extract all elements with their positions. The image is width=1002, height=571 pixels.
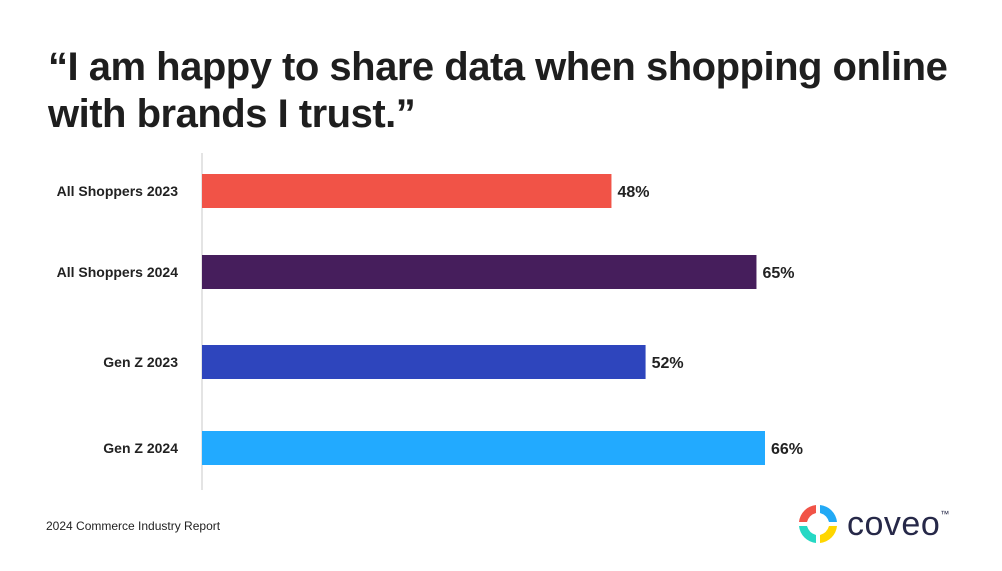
bar <box>202 431 765 465</box>
coveo-logo: coveo ™ <box>797 503 949 545</box>
chart-title: “I am happy to share data when shopping … <box>48 45 948 136</box>
bar <box>202 255 757 289</box>
category-label: Gen Z 2023 <box>103 354 178 370</box>
data-label: 52% <box>652 355 684 372</box>
category-label: All Shoppers 2023 <box>57 183 179 199</box>
category-label: Gen Z 2024 <box>103 440 178 456</box>
bar <box>202 174 612 208</box>
footer-text: 2024 Commerce Industry Report <box>46 519 221 533</box>
data-label: 66% <box>771 441 803 458</box>
bar <box>202 345 646 379</box>
logo-wordmark: coveo <box>847 505 941 543</box>
logo-trademark: ™ <box>940 509 950 519</box>
coveo-logo-icon <box>799 505 837 543</box>
data-label: 48% <box>617 184 649 201</box>
data-label: 65% <box>762 265 794 282</box>
category-label: All Shoppers 2024 <box>57 264 179 280</box>
